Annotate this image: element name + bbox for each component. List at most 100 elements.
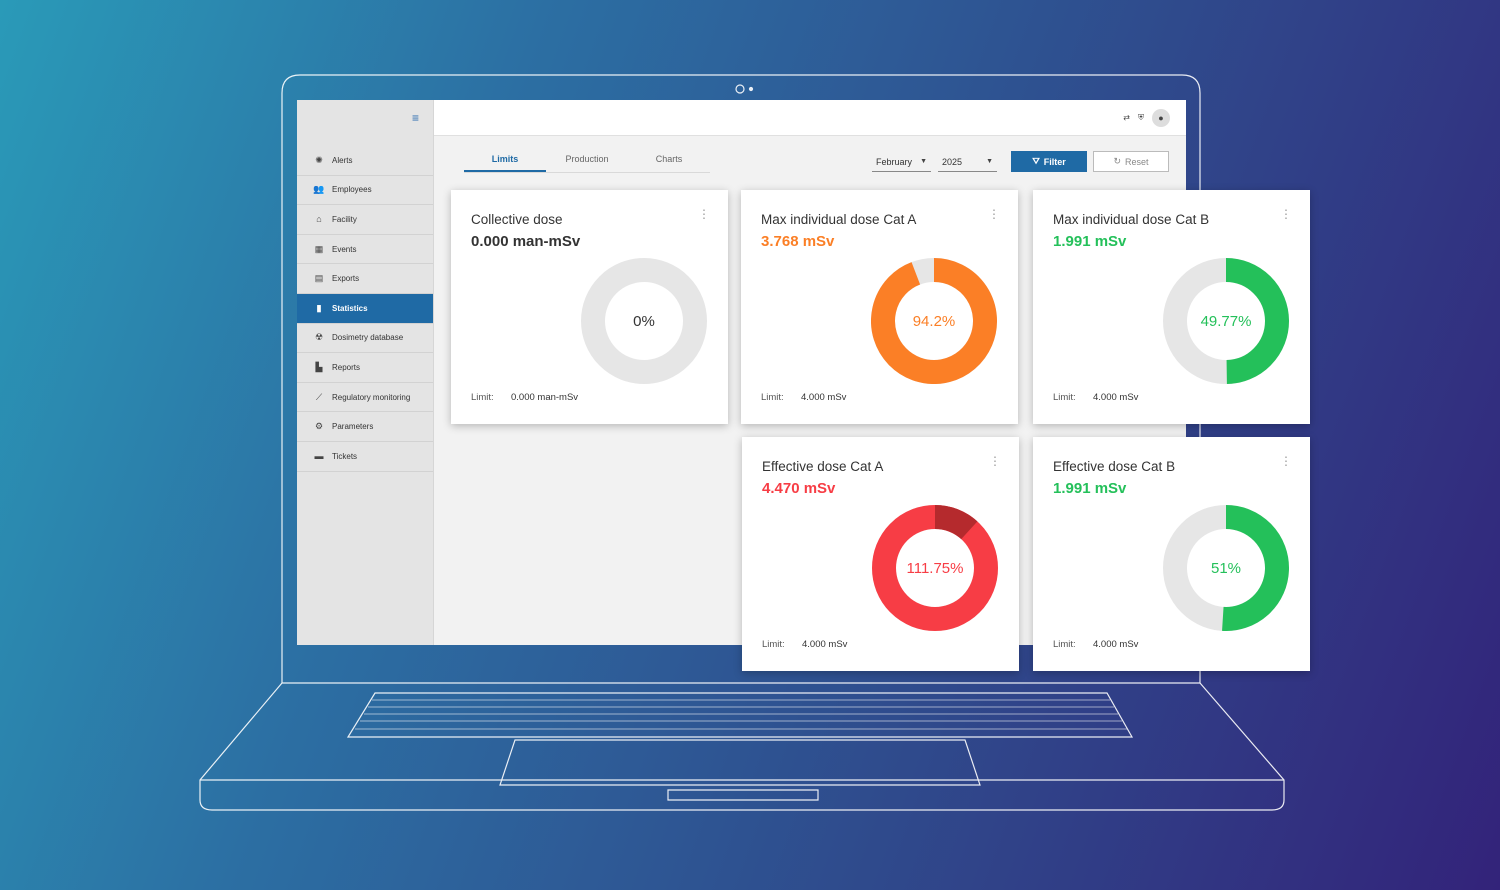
refresh-icon: ↻ — [1113, 156, 1122, 166]
home-icon: ⌂ — [316, 214, 322, 225]
sidebar-item-label: Exports — [332, 274, 360, 284]
donut-track — [581, 258, 707, 384]
topbar: ⇄ ⛨ ● — [434, 100, 1186, 136]
month-select[interactable]: February ▼ — [872, 152, 931, 172]
donut-chart: 51% — [1163, 505, 1289, 631]
sidebar-item-parameters[interactable]: ⚙ Parameters — [297, 412, 433, 442]
card-title: Effective dose Cat A — [762, 459, 884, 474]
donut-chart: 111.75% — [872, 505, 998, 631]
more-vertical-icon[interactable]: ⋮ — [988, 207, 1000, 221]
card-collective-dose: Collective dose 0.000 man-mSv ⋮ 0% Limit… — [451, 190, 728, 424]
document-icon: ▙ — [315, 361, 323, 372]
sidebar-item-events[interactable]: ▦ Events — [297, 235, 433, 265]
more-vertical-icon[interactable]: ⋮ — [698, 207, 710, 221]
donut-percent-label: 111.75% — [907, 560, 964, 577]
card-value: 1.991 mSv — [1053, 480, 1127, 497]
shield-icon[interactable]: ⛨ — [1138, 112, 1144, 122]
gear-badge-icon: ✺ — [315, 154, 323, 165]
calendar-icon: ▦ — [314, 243, 324, 254]
sidebar-item-tickets[interactable]: ▬ Tickets — [297, 442, 433, 472]
sidebar-nav: ✺ Alerts 👥 Employees ⌂ Facility ▦ Events ▤ Export… — [297, 146, 433, 472]
donut-value-arc — [1222, 505, 1289, 631]
donut-percent-label: 51% — [1211, 560, 1241, 577]
sidebar-item-label: Dosimetry database — [332, 333, 404, 343]
chevron-down-icon: ▼ — [986, 158, 993, 165]
card-limit-value: 4.000 mSv — [1093, 639, 1139, 650]
card-limit-value: 4.000 mSv — [802, 639, 848, 650]
trend-icon: ⟋ — [315, 391, 323, 402]
donut-chart: 94.2% — [871, 258, 997, 384]
card-title: Max individual dose Cat A — [761, 212, 917, 227]
filter-button-label: Filter — [1043, 156, 1066, 167]
tab-production[interactable]: Production — [565, 154, 609, 164]
more-vertical-icon[interactable]: ⋮ — [1280, 454, 1292, 468]
month-select-value: February — [876, 156, 913, 167]
donut-chart: 0% — [581, 258, 707, 384]
year-select[interactable]: 2025 ▼ — [938, 152, 997, 172]
sidebar-item-alerts[interactable]: ✺ Alerts — [297, 146, 433, 176]
reset-button[interactable]: ↻ Reset — [1093, 151, 1169, 172]
card-max-individual-dose-cat-a: Max individual dose Cat A 3.768 mSv ⋮ 94… — [741, 190, 1018, 424]
sidebar-item-dosimetry-database[interactable]: ☢ Dosimetry database — [297, 324, 433, 354]
card-limit-label: Limit: — [762, 639, 785, 650]
gear-icon: ⚙ — [314, 421, 324, 432]
card-limit-value: 4.000 mSv — [1093, 392, 1139, 403]
sidebar-item-label: Employees — [332, 185, 372, 195]
sidebar-item-label: Events — [332, 244, 357, 254]
sidebar-item-label: Facility — [332, 214, 357, 224]
card-title: Effective dose Cat B — [1053, 459, 1176, 474]
chevron-down-icon: ▼ — [920, 158, 927, 165]
card-max-individual-dose-cat-b: Max individual dose Cat B 1.991 mSv ⋮ 49… — [1033, 190, 1310, 424]
card-title: Collective dose — [471, 212, 563, 227]
card-effective-dose-cat-a: Effective dose Cat A 4.470 mSv ⋮ 111.75%… — [742, 437, 1019, 671]
export-icon: ▤ — [314, 273, 324, 284]
donut-overflow-arc — [934, 505, 978, 540]
bar-chart-icon: ▮ — [316, 302, 322, 313]
sidebar-item-label: Statistics — [332, 303, 368, 313]
donut-percent-label: 0% — [633, 313, 655, 330]
card-limit-label: Limit: — [1053, 639, 1076, 650]
donut-percent-label: 94.2% — [913, 313, 956, 330]
donut-value-arc — [871, 258, 997, 384]
sidebar-item-exports[interactable]: ▤ Exports — [297, 264, 433, 294]
user-avatar-icon[interactable]: ● — [1152, 108, 1170, 127]
sidebar-item-facility[interactable]: ⌂ Facility — [297, 205, 433, 235]
year-select-value: 2025 — [942, 156, 963, 167]
sidebar-item-reports[interactable]: ▙ Reports — [297, 353, 433, 383]
card-value: 0.000 man-mSv — [471, 233, 581, 250]
menu-collapse-icon[interactable]: ≡ — [411, 111, 419, 125]
card-limit-label: Limit: — [761, 392, 784, 403]
sidebar-item-employees[interactable]: 👥 Employees — [297, 176, 433, 206]
tab-charts[interactable]: Charts — [655, 154, 683, 164]
tab-bar: Limits Production Charts — [464, 154, 710, 173]
card-value: 1.991 mSv — [1053, 233, 1127, 250]
filter-button[interactable]: ⛛ Filter — [1011, 151, 1087, 172]
sidebar-item-label: Parameters — [332, 422, 374, 432]
card-value: 4.470 mSv — [762, 480, 836, 497]
donut-percent-label: 49.77% — [1201, 313, 1252, 330]
sidebar-item-regulatory-monitoring[interactable]: ⟋ Regulatory monitoring — [297, 383, 433, 413]
sidebar-item-label: Tickets — [332, 451, 358, 461]
more-vertical-icon[interactable]: ⋮ — [1280, 207, 1292, 221]
sidebar-item-statistics[interactable]: ▮ Statistics — [297, 293, 433, 324]
sidebar: ≡ ✺ Alerts 👥 Employees ⌂ Facility ▦ Events ▤ Expo… — [297, 100, 434, 645]
donut-chart: 49.77% — [1163, 258, 1289, 384]
swap-icon[interactable]: ⇄ — [1123, 113, 1130, 122]
radiation-icon: ☢ — [314, 332, 324, 343]
filter-icon: ⛛ — [1032, 156, 1040, 166]
sidebar-item-label: Reports — [332, 362, 361, 372]
monitor-icon: ▬ — [314, 451, 324, 462]
card-limit-label: Limit: — [471, 392, 494, 403]
card-value: 3.768 mSv — [761, 233, 835, 250]
sidebar-item-label: Regulatory monitoring — [332, 392, 411, 402]
more-vertical-icon[interactable]: ⋮ — [989, 454, 1001, 468]
donut-value-arc — [1225, 258, 1289, 384]
reset-button-label: Reset — [1125, 156, 1149, 167]
card-limit-value: 0.000 man-mSv — [511, 392, 579, 403]
card-title: Max individual dose Cat B — [1053, 212, 1210, 227]
users-icon: 👥 — [313, 184, 325, 195]
sidebar-item-label: Alerts — [332, 155, 353, 165]
card-limit-label: Limit: — [1053, 392, 1076, 403]
tab-limits[interactable]: Limits — [464, 154, 546, 172]
